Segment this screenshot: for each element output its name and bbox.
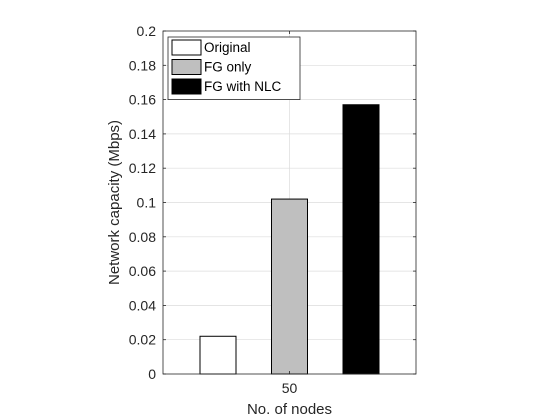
y-tick-label: 0.1 xyxy=(137,195,157,211)
y-tick-label: 0.2 xyxy=(137,23,157,39)
x-tick-label: 50 xyxy=(282,380,298,396)
legend-swatch xyxy=(171,59,202,75)
y-tick-label: 0.08 xyxy=(129,229,156,245)
axis-ticks: 0 0.02 0.04 0.06 0.08 0.1 0.12 0.14 0.16 0.18 0.2 5… xyxy=(129,23,416,396)
legend-swatch xyxy=(171,39,202,56)
bar-fg-with-nlc xyxy=(342,104,380,375)
bar-original xyxy=(199,335,237,375)
y-axis-label: Network capacity (Mbps) xyxy=(106,120,123,285)
y-tick-label: 0.14 xyxy=(129,126,156,142)
legend-label: Original xyxy=(204,40,251,55)
bars xyxy=(199,104,380,375)
y-tick-label: 0.12 xyxy=(129,160,156,176)
y-tick-label: 0 xyxy=(148,366,156,382)
legend-swatch xyxy=(171,78,202,95)
bar-fg-only xyxy=(271,198,308,375)
legend: Original FG only FG with NLC xyxy=(167,36,301,100)
y-tick-label: 0.06 xyxy=(129,263,156,279)
y-tick-label: 0.18 xyxy=(129,57,156,73)
y-tick-label: 0.02 xyxy=(129,332,156,348)
x-axis-label: No. of nodes xyxy=(247,401,332,418)
y-tick-label: 0.16 xyxy=(129,92,156,108)
legend-label: FG only xyxy=(204,60,252,75)
y-tick-label: 0.04 xyxy=(129,297,156,313)
legend-label: FG with NLC xyxy=(204,79,282,94)
